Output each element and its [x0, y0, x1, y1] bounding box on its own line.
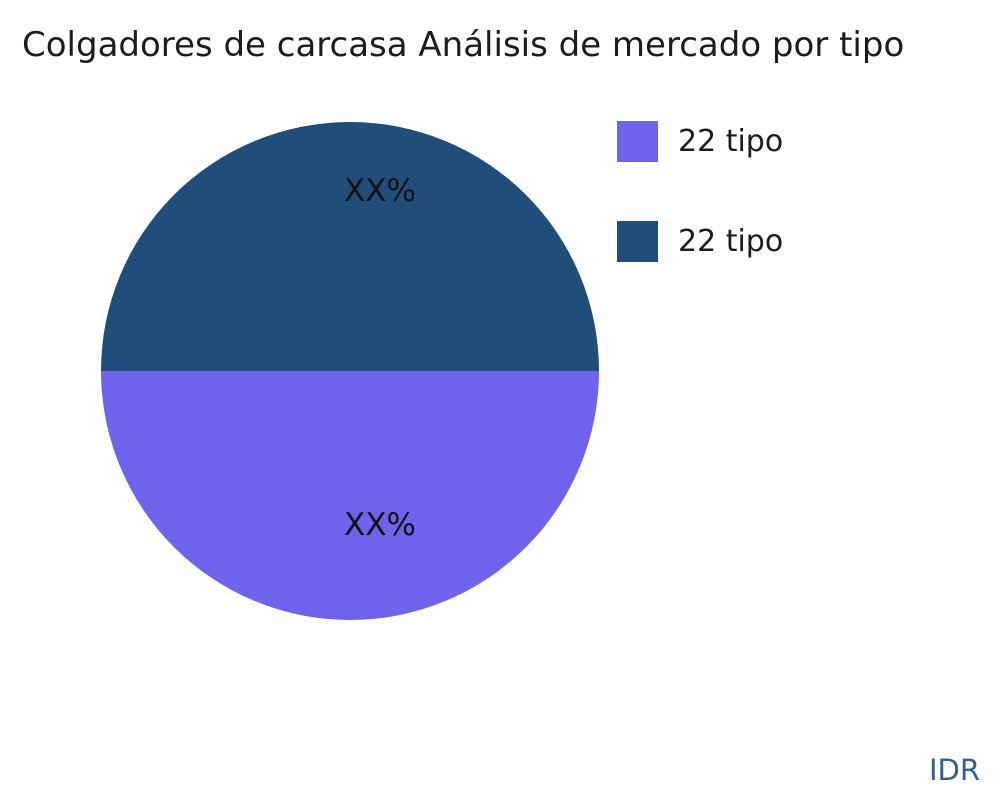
- pie-slice-top: [101, 122, 599, 371]
- legend-item: 22 tipo: [617, 121, 783, 162]
- legend-item: 22 tipo: [617, 221, 783, 262]
- legend: 22 tipo 22 tipo: [617, 121, 783, 321]
- legend-swatch-navy: [617, 221, 658, 262]
- pie-slice-bottom: [101, 371, 599, 620]
- chart-title: Colgadores de carcasa Análisis de mercad…: [22, 25, 905, 65]
- slice-value-label-bottom: XX%: [344, 507, 416, 543]
- slice-value-label-top: XX%: [344, 173, 416, 209]
- legend-label: 22 tipo: [678, 124, 784, 159]
- legend-swatch-purple: [617, 121, 658, 162]
- watermark: IDR: [928, 753, 980, 787]
- legend-label: 22 tipo: [678, 224, 784, 259]
